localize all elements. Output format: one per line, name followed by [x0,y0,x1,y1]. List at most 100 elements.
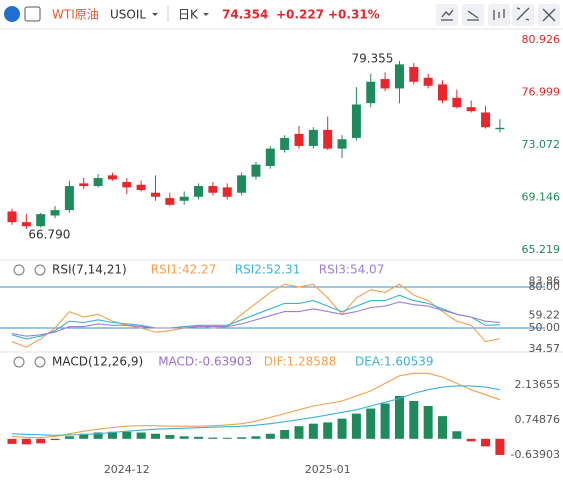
icon [441,9,454,21]
candle-body [337,139,347,149]
legend-entry: DEA:1.60539 [355,355,434,369]
macd-bar [409,401,419,439]
candle-body [366,81,376,104]
y-tick-label: 76.999 [522,85,561,98]
x-tick-label: 2024-12 [104,463,150,476]
candle-body [122,182,132,188]
y-tick-label: 50.00 [529,321,561,334]
candle-body [438,84,447,101]
candle-body [481,112,491,128]
candle-body [107,175,117,180]
candle-body [222,187,232,197]
macd-bar [50,438,60,441]
rsi-header: RSI(7,14,21) [13,263,127,277]
tool-button[interactable] [436,4,458,26]
price: 74.354 [222,8,268,22]
macd-bar [237,437,247,439]
candle-body [351,104,361,138]
symbol-name[interactable]: WTI原油 [52,8,99,22]
macd-bar [423,406,433,439]
candle-body [136,184,146,191]
settings-icon[interactable] [34,356,46,368]
macd-line [11,385,500,436]
macd-bar [394,395,404,439]
dropdown-arrow[interactable] [203,13,209,16]
candle-body [50,210,60,216]
candle-body [93,178,103,187]
toolbar: WTI原油 USOIL 日K 74.354 +0.227 +0.31% [4,4,560,26]
x-tick-label: 2025-01 [305,463,351,476]
candle-body [466,107,476,112]
icon [542,8,556,22]
candle-body [409,67,419,82]
candle-body [237,175,247,193]
flag-icon [24,6,41,22]
period[interactable]: 日K [178,8,199,22]
candle-body [394,64,404,89]
candle-body [265,148,275,166]
tool-button[interactable] [512,4,534,26]
candle-body [208,186,218,193]
macd-bar [481,438,491,447]
eye-icon[interactable] [13,264,25,276]
macd-bar [452,431,462,439]
symbol-code[interactable]: USOIL [110,8,146,22]
legend-entry: RSI1:42.27 [151,263,217,277]
macd-bar [21,438,31,445]
candle-body [79,183,89,187]
macd-line [11,372,501,439]
y-tick-label: 83.86 [529,275,561,288]
y-tick-label: 34.57 [529,342,561,355]
candle-body [423,77,433,86]
macd-bar [208,437,218,439]
macd-bar [151,433,160,439]
candle-body [308,129,318,146]
candle-body [179,196,189,201]
macd-bar [179,436,189,439]
macd-bar [79,433,89,439]
macd-bar [323,422,333,439]
dropdown-arrow[interactable] [152,13,158,16]
candle-body [7,211,17,223]
eye-icon[interactable] [13,356,25,368]
rsi-line [11,283,501,348]
macd-bar [438,416,447,439]
macd-bar [136,432,146,439]
macd-bar [7,438,17,444]
y-tick-label: 80.00 [529,280,561,293]
rsi-line [11,294,500,340]
macd-bar [93,432,103,439]
macd-bar [294,426,304,439]
candle-body [495,127,505,130]
settings-icon[interactable] [34,264,46,276]
y-tick-label: 80.926 [522,33,561,46]
candle-body [251,164,261,177]
indicator-title: RSI(7,14,21) [52,263,127,277]
macd-bar [222,437,232,439]
candle-body [323,129,333,149]
y-tick-label: 0.74876 [515,413,561,426]
y-tick-label: 2.13655 [515,378,561,391]
candle-body [165,198,175,205]
macd-bar [251,436,261,439]
candle-body [21,222,31,227]
rsi-line [11,301,500,337]
macd-bar [380,403,390,439]
y-tick-label: 69.146 [522,190,561,203]
y-tick-label: -0.63903 [511,448,560,461]
macd-bar [308,423,318,439]
legend-entry: DIF:1.28588 [264,355,336,369]
y-tick-label: 73.072 [522,138,561,151]
y-tick-label: 59.22 [529,308,561,321]
macd-bar [165,435,175,439]
icon [516,7,530,21]
candle-body [36,214,46,227]
macd-bar [122,431,132,439]
candle-body [380,79,390,89]
macd-bar [194,436,204,439]
candle-body [151,192,160,197]
macd-bar [107,431,117,439]
macd-bar [280,429,290,439]
